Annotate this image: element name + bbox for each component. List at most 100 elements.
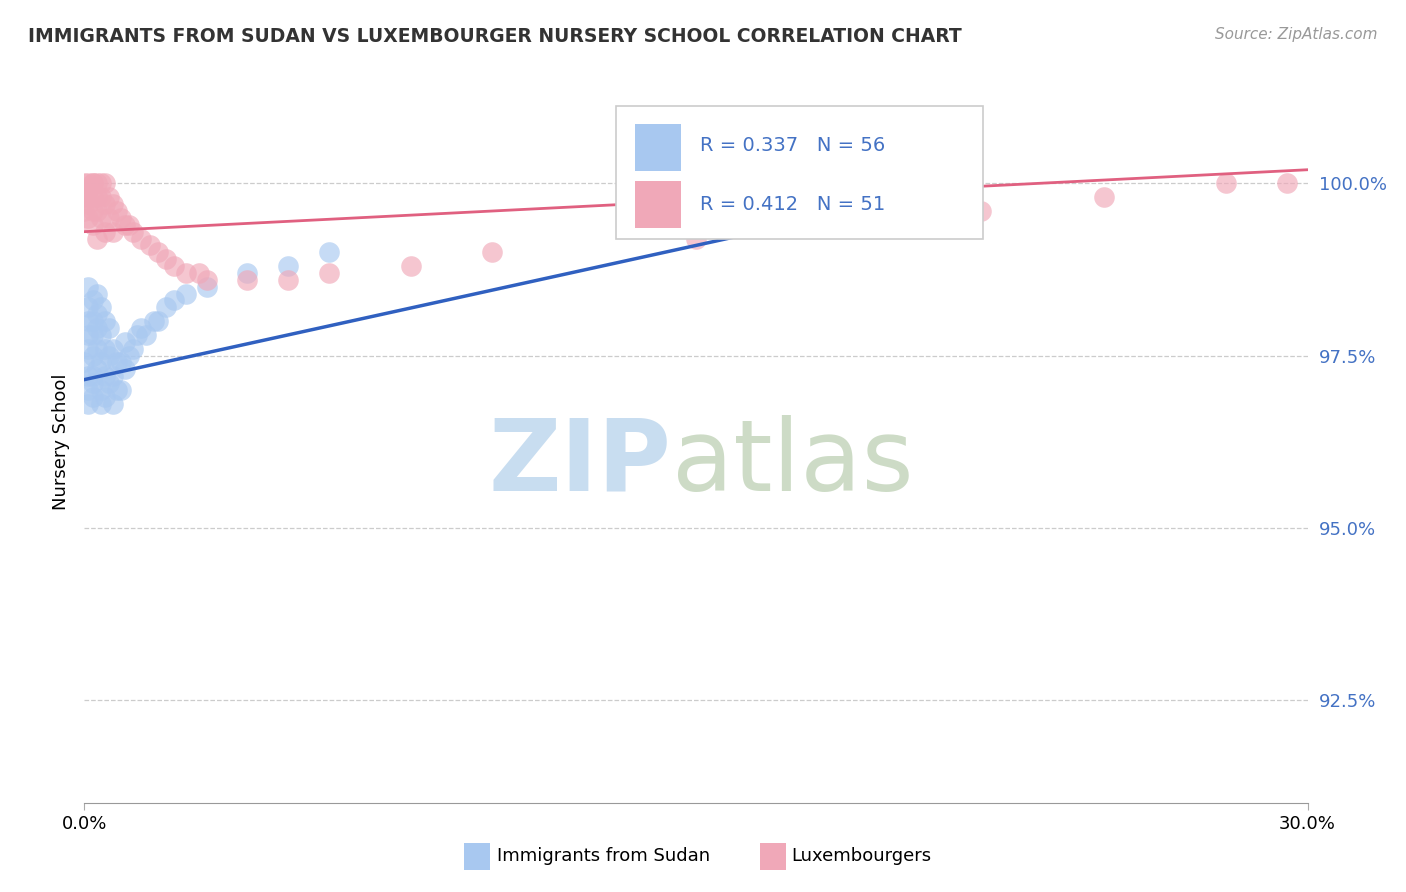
Point <box>118 349 141 363</box>
Point <box>82 314 104 328</box>
Point <box>101 342 124 356</box>
Point <box>155 301 177 315</box>
FancyBboxPatch shape <box>759 843 786 870</box>
Point <box>318 266 340 280</box>
Point <box>93 197 115 211</box>
Point <box>93 314 115 328</box>
Point <box>77 301 100 315</box>
Point <box>97 321 120 335</box>
Point <box>195 279 218 293</box>
Point <box>82 390 104 404</box>
Point <box>77 383 100 397</box>
Point <box>101 225 124 239</box>
Point <box>93 342 115 356</box>
Point <box>77 369 100 384</box>
Point <box>82 293 104 308</box>
Point <box>82 327 104 342</box>
Point <box>90 383 112 397</box>
Point <box>236 273 259 287</box>
Point <box>93 390 115 404</box>
Point <box>86 204 108 219</box>
Point <box>118 218 141 232</box>
Point <box>90 301 112 315</box>
Point <box>236 266 259 280</box>
Point <box>90 397 112 411</box>
Point <box>110 383 132 397</box>
Point <box>1092 190 1115 204</box>
Point <box>114 334 136 349</box>
Point <box>77 397 100 411</box>
Point <box>1215 177 1237 191</box>
Point <box>86 190 108 204</box>
Text: Source: ZipAtlas.com: Source: ZipAtlas.com <box>1215 27 1378 42</box>
Point <box>146 245 169 260</box>
Point <box>481 245 503 260</box>
Point <box>105 355 128 369</box>
Point <box>131 321 153 335</box>
Point <box>110 211 132 225</box>
Point <box>77 211 100 225</box>
Point <box>73 177 96 191</box>
Point <box>105 383 128 397</box>
Point <box>86 307 108 321</box>
Point <box>77 183 100 197</box>
Point <box>73 190 96 204</box>
Point <box>138 238 160 252</box>
Point <box>86 177 108 191</box>
Point <box>122 342 145 356</box>
Point <box>82 204 104 219</box>
Point <box>77 314 100 328</box>
Point <box>146 314 169 328</box>
Point <box>90 177 112 191</box>
Point <box>82 218 104 232</box>
Text: R = 0.337   N = 56: R = 0.337 N = 56 <box>700 136 884 155</box>
Point <box>77 342 100 356</box>
Point <box>277 273 299 287</box>
Point <box>97 349 120 363</box>
Point <box>114 362 136 376</box>
Y-axis label: Nursery School: Nursery School <box>52 373 70 510</box>
Point <box>110 355 132 369</box>
Point <box>77 279 100 293</box>
Point <box>77 177 100 191</box>
Point <box>970 204 993 219</box>
Text: Immigrants from Sudan: Immigrants from Sudan <box>496 847 710 865</box>
Point <box>163 293 186 308</box>
Point <box>97 376 120 390</box>
Point <box>82 190 104 204</box>
Point <box>90 355 112 369</box>
Point <box>93 177 115 191</box>
FancyBboxPatch shape <box>636 124 682 170</box>
Text: IMMIGRANTS FROM SUDAN VS LUXEMBOURGER NURSERY SCHOOL CORRELATION CHART: IMMIGRANTS FROM SUDAN VS LUXEMBOURGER NU… <box>28 27 962 45</box>
Point <box>163 259 186 273</box>
FancyBboxPatch shape <box>616 105 983 239</box>
Point <box>77 327 100 342</box>
Point <box>399 259 422 273</box>
Point <box>93 369 115 384</box>
Point <box>142 314 165 328</box>
Point <box>174 286 197 301</box>
Point <box>127 327 149 342</box>
FancyBboxPatch shape <box>636 181 682 228</box>
Point <box>86 231 108 245</box>
Point <box>155 252 177 267</box>
Text: ZIP: ZIP <box>489 415 672 512</box>
Point <box>277 259 299 273</box>
Point <box>195 273 218 287</box>
Point <box>90 190 112 204</box>
Point <box>114 218 136 232</box>
Point <box>86 286 108 301</box>
Point <box>101 397 124 411</box>
Point <box>86 321 108 335</box>
Text: R = 0.412   N = 51: R = 0.412 N = 51 <box>700 195 884 214</box>
Point <box>82 369 104 384</box>
Point <box>90 327 112 342</box>
Point <box>90 211 112 225</box>
Text: atlas: atlas <box>672 415 912 512</box>
Point <box>122 225 145 239</box>
Point <box>77 197 100 211</box>
Point <box>82 376 104 390</box>
Point <box>73 355 96 369</box>
Point <box>86 362 108 376</box>
Point <box>82 177 104 191</box>
